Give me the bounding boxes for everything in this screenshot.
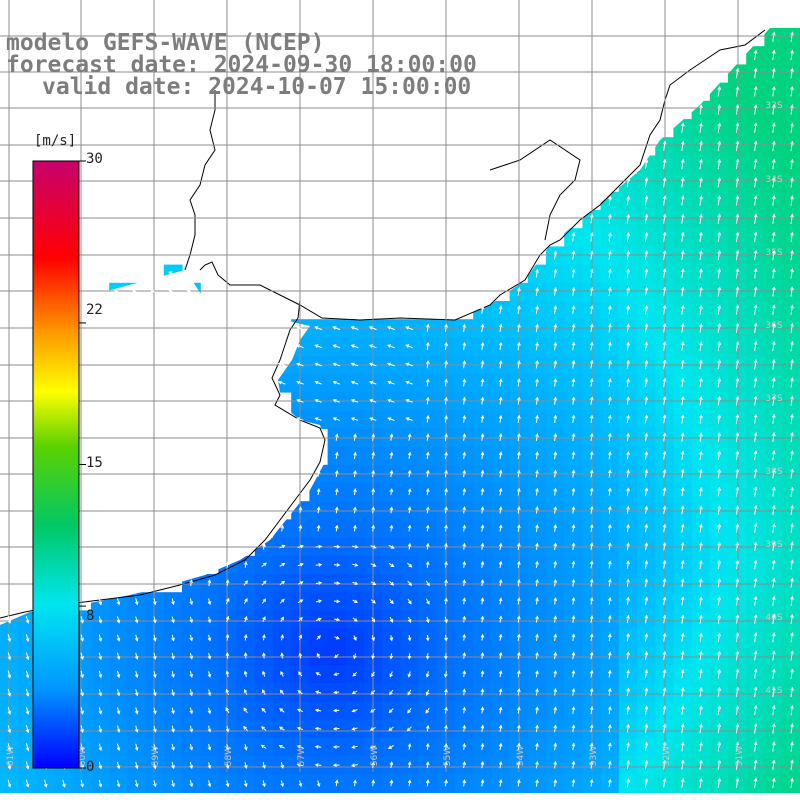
lat-label: 38S xyxy=(765,467,782,477)
lat-lon-grid xyxy=(0,0,800,772)
lon-label: 52W xyxy=(662,746,672,766)
lat-label: 37S xyxy=(765,394,782,404)
south-america-land xyxy=(0,0,800,320)
colorbar-tick-22: 22 xyxy=(86,302,103,318)
lon-label: 61W xyxy=(6,746,16,766)
colorbar-unit: [m/s] xyxy=(34,133,77,149)
longitude-labels: 61W 60W 59W 58W 57W 56W 55W 54W 53W 52W 51W xyxy=(6,746,745,766)
coastline-uruguay-brazil xyxy=(199,29,766,321)
colorbar-tick-30: 30 xyxy=(86,151,103,167)
lon-label: 56W xyxy=(370,746,380,766)
colorbar-ticks xyxy=(79,160,86,769)
lat-label: 41S xyxy=(765,686,782,696)
coastline xyxy=(0,29,766,619)
title-forecast-date: forecast date: 2024-09-30 18:00:00 xyxy=(6,52,477,78)
lon-label: 58W xyxy=(224,746,234,766)
lat-label: 35S xyxy=(765,248,782,258)
colorbar xyxy=(32,160,80,769)
lon-label: 57W xyxy=(297,746,307,766)
lon-label: 59W xyxy=(151,746,161,766)
lon-label: 54W xyxy=(516,746,526,766)
lon-label: 55W xyxy=(443,746,453,766)
colorbar-tick-0: 0 xyxy=(86,759,95,775)
latitude-labels: 33S 34S 35S 36S 37S 38S 39S 40S 41S xyxy=(765,101,782,696)
lat-label: 40S xyxy=(765,613,782,623)
lon-label: 51W xyxy=(735,746,745,766)
border-river xyxy=(184,90,216,271)
border-uruguay-brazil xyxy=(489,139,581,241)
title-model: modelo GEFS-WAVE (NCEP) xyxy=(6,30,325,56)
lat-label: 39S xyxy=(765,540,782,550)
title-valid-date: valid date: 2024-10-07 15:00:00 xyxy=(42,74,472,100)
colorbar-tick-15: 15 xyxy=(86,455,103,471)
lon-label: 53W xyxy=(589,746,599,766)
wind-vectors xyxy=(7,31,794,789)
lat-label: 34S xyxy=(765,175,782,185)
colorbar-tick-8: 8 xyxy=(86,608,95,624)
coastline-argentina xyxy=(0,299,326,619)
lon-label: 60W xyxy=(78,746,88,766)
lat-label: 33S xyxy=(765,101,782,111)
lat-label: 36S xyxy=(765,321,782,331)
